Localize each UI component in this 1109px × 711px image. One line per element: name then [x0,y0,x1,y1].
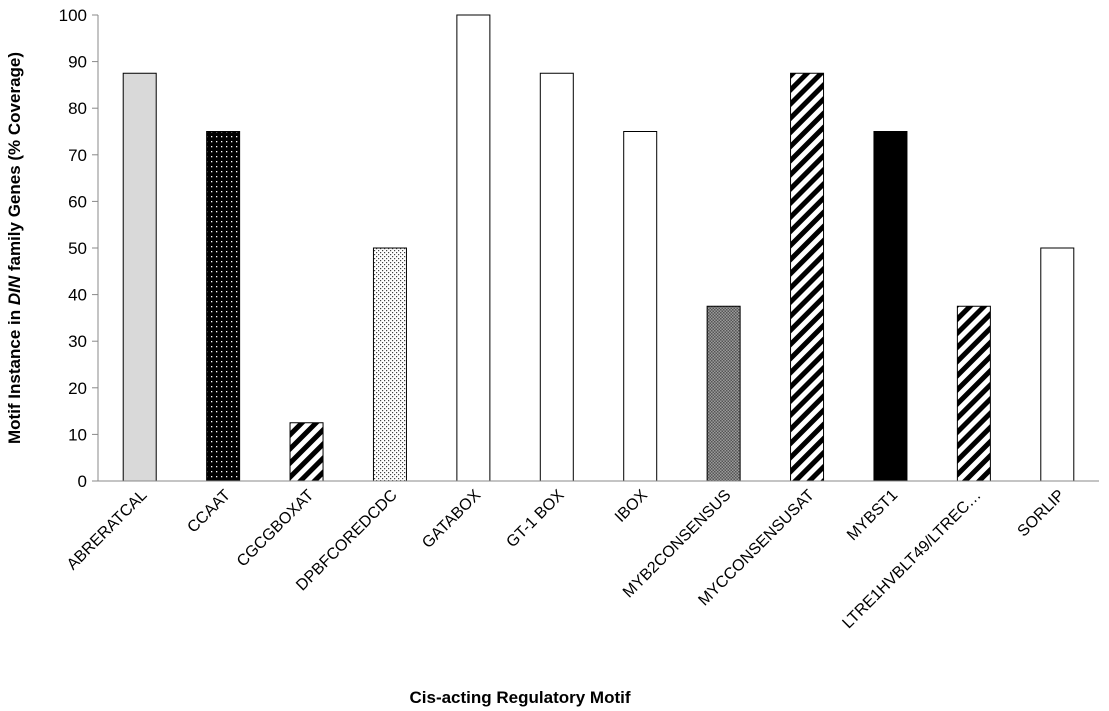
y-axis-title-part: Motif Instance in [5,305,24,444]
bar [206,131,241,482]
y-tick-label: 10 [68,425,87,444]
x-category-label: CCAAT [184,487,234,537]
bar [289,422,324,482]
y-tick-label: 30 [68,332,87,351]
bars [122,14,1075,482]
y-tick-label: 0 [78,472,87,491]
x-axis-title: Cis-acting Regulatory Motif [409,688,630,707]
y-axis-title: Motif Instance in DIN family Genes (% Co… [5,52,24,444]
x-category-label: GATABOX [419,487,484,552]
bar [873,131,908,482]
x-category-label: GT-1 BOX [503,487,567,551]
x-category-label: SORLIP [1015,487,1069,541]
x-category-label: CGCGBOXAT [234,487,318,571]
bar [1040,247,1075,482]
y-tick-label: 20 [68,379,87,398]
x-category-label: MYBST1 [844,487,901,544]
y-tick-label: 50 [68,239,87,258]
y-tick-label: 90 [68,53,87,72]
y-axis-title-part: family Genes (% Coverage) [5,52,24,276]
bar [623,131,658,482]
bar [539,72,574,482]
bar [456,14,491,482]
bar [956,305,991,482]
bar [372,247,407,482]
y-axis-title-part: DIN [5,275,24,305]
x-category-label: LTRE1HVBLT49/LTREC… [839,487,984,632]
bar [706,305,741,482]
y-tick-label: 60 [68,192,87,211]
y-tick-label: 80 [68,99,87,118]
bar [122,72,157,482]
x-category-label: ABRERATCAL [64,487,151,574]
y-tick-label: 70 [68,146,87,165]
y-axis-ticks: 0 10 20 30 40 50 60 70 80 90 100 [59,6,98,491]
y-tick-label: 100 [59,6,87,25]
x-category-label: IBOX [612,487,651,526]
y-tick-label: 40 [68,286,87,305]
bar [790,72,825,482]
